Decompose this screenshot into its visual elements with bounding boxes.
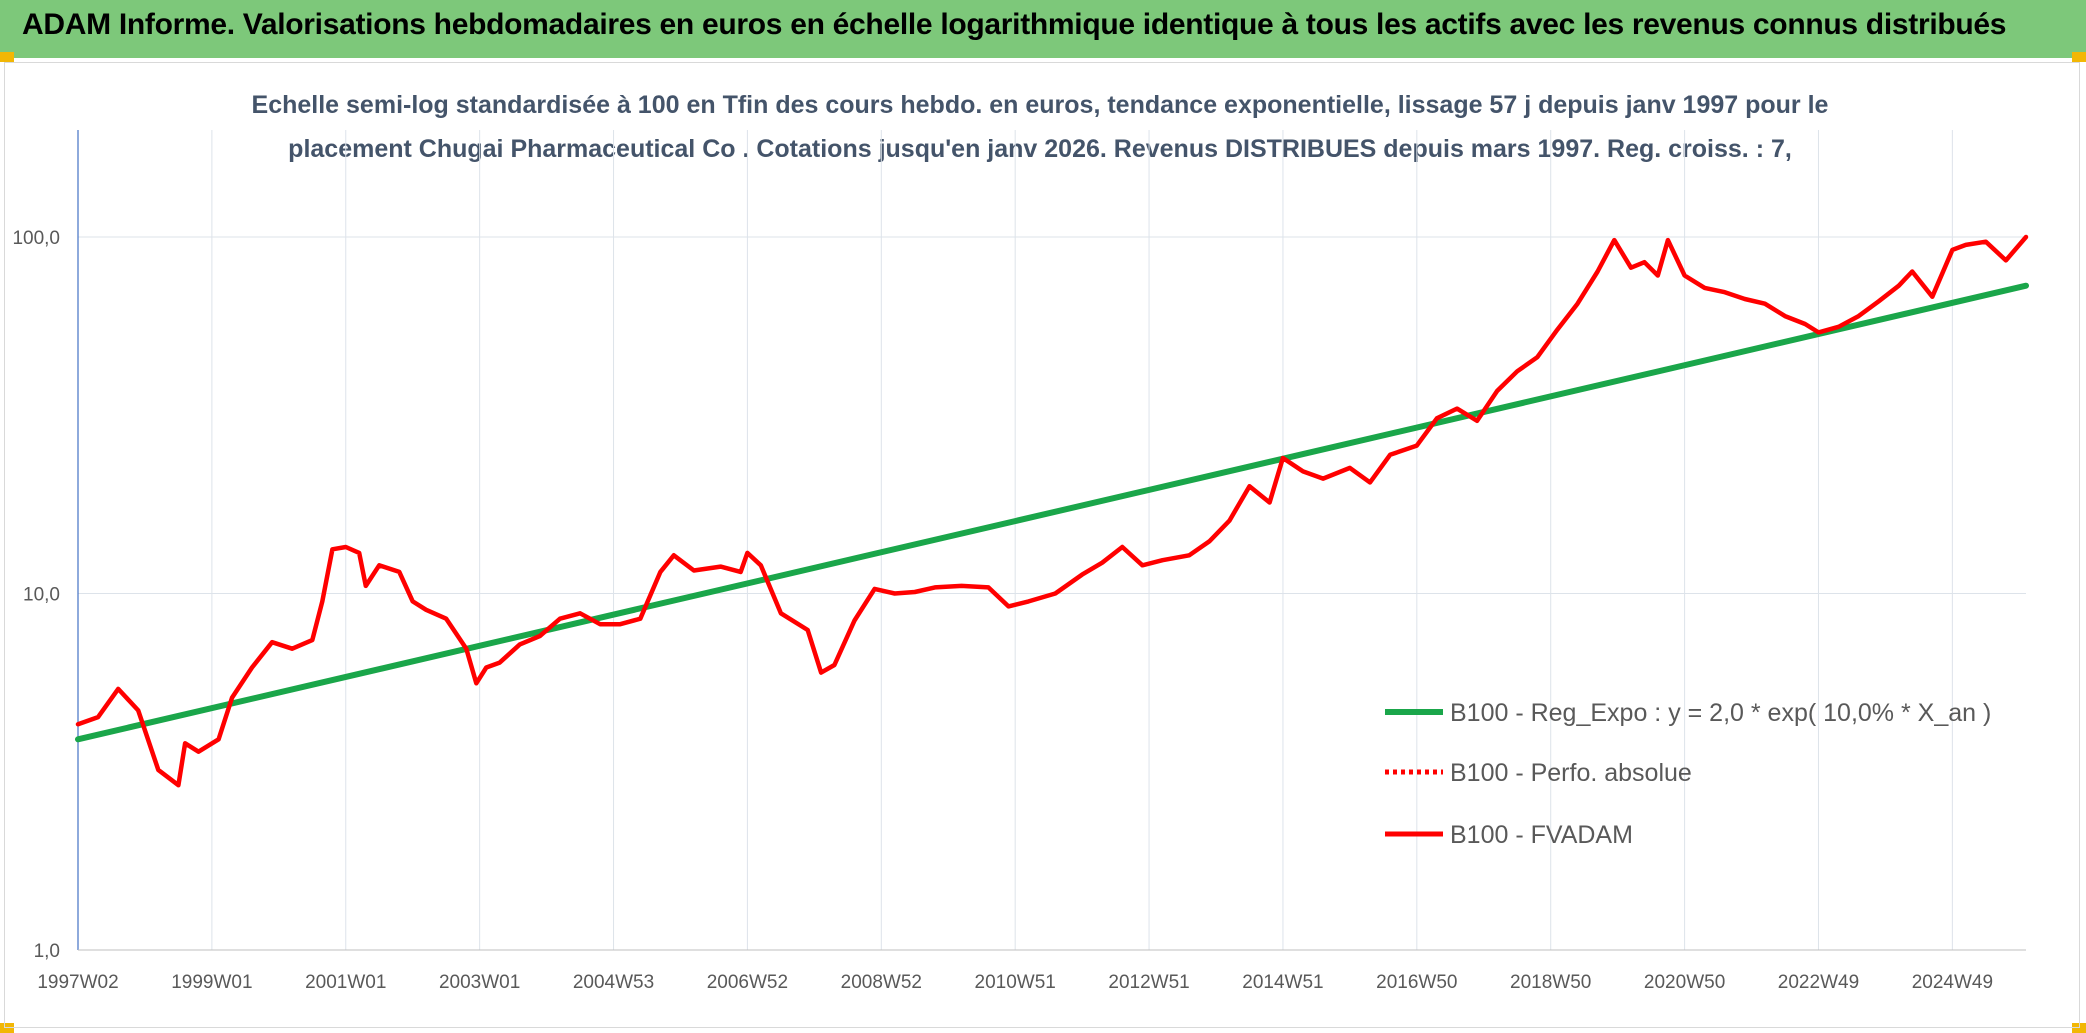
legend-label: B100 - Perfo. absolue (1450, 759, 1692, 787)
legend-label: B100 - FVADAM (1450, 821, 1633, 849)
x-tick-label: 2020W50 (1644, 972, 1725, 993)
report-header: ADAM Informe. Valorisations hebdomadaire… (0, 0, 2086, 58)
x-tick-label: 2004W53 (573, 972, 654, 993)
x-tick-label: 1997W02 (37, 972, 118, 993)
x-tick-label: 2012W51 (1108, 972, 1189, 993)
x-tick-label: 2001W01 (305, 972, 386, 993)
trend-line (75, 282, 2029, 743)
y-tick-label: 100,0 (12, 228, 60, 249)
chart-title-line2: placement Chugai Pharmaceutical Co . Cot… (288, 135, 1792, 163)
x-tick-label: 2003W01 (439, 972, 520, 993)
chart-frame (4, 62, 2080, 1028)
y-tick-label: 1,0 (34, 941, 60, 962)
series-line (75, 234, 2029, 788)
x-tick-label: 1999W01 (171, 972, 252, 993)
corner-marker (2072, 52, 2086, 62)
report-title: ADAM Informe. Valorisations hebdomadaire… (22, 8, 2007, 41)
x-tick-label: 2024W49 (1912, 972, 1993, 993)
x-tick-label: 2006W52 (707, 972, 788, 993)
x-tick-label: 2022W49 (1778, 972, 1859, 993)
corner-marker (0, 52, 14, 62)
x-tick-label: 2016W50 (1376, 972, 1457, 993)
x-tick-label: 2010W51 (975, 972, 1056, 993)
y-tick-label: 10,0 (23, 585, 60, 606)
x-tick-label: 2014W51 (1242, 972, 1323, 993)
x-tick-label: 2008W52 (841, 972, 922, 993)
corner-marker (0, 1023, 14, 1033)
legend-label: B100 - Reg_Expo : y = 2,0 * exp( 10,0% *… (1450, 699, 1991, 727)
x-tick-label: 2018W50 (1510, 972, 1591, 993)
corner-marker (2072, 1023, 2086, 1033)
chart-title-line1: Echelle semi-log standardisée à 100 en T… (251, 91, 1829, 119)
